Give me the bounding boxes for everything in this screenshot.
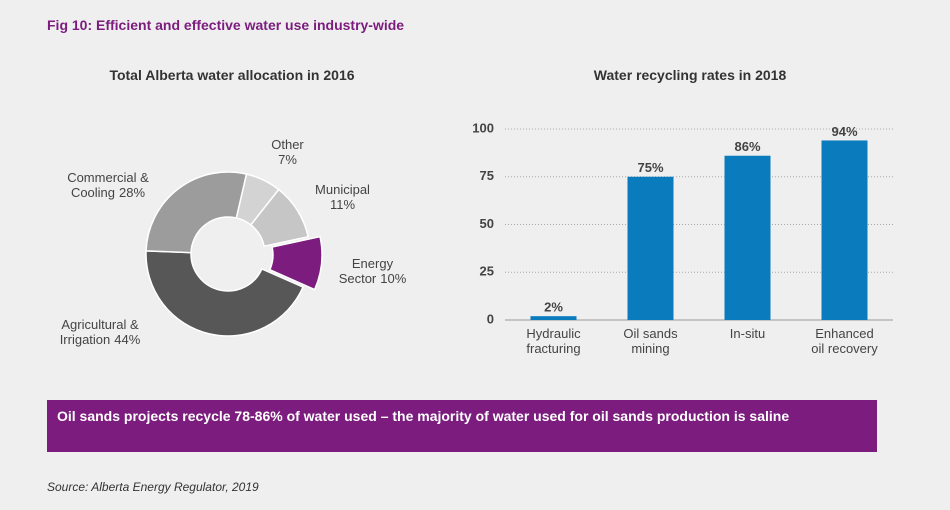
slice-label: Municipal 11% (305, 182, 380, 212)
y-tick-label: 75 (480, 168, 494, 183)
value-label: 86% (734, 139, 760, 154)
slice-value: 44% (114, 332, 141, 347)
x-tick-label: In-situ (729, 326, 766, 341)
y-tick-label: 25 (480, 264, 494, 279)
donut-title: Total Alberta water allocation in 2016 (109, 67, 355, 83)
slice-name: Commercial & Cooling (67, 170, 149, 200)
bar (627, 176, 674, 320)
y-tick-label: 100 (472, 120, 494, 135)
slice-value: 10% (380, 271, 407, 286)
x-tick-label: Hydraulic fracturing (526, 326, 581, 356)
slice-value: 28% (119, 185, 146, 200)
bar (724, 155, 771, 320)
slice-label: Other 7% (250, 137, 325, 167)
y-tick-label: 0 (487, 311, 494, 326)
donut-slice (249, 188, 310, 248)
slice-value: 11% (329, 197, 356, 212)
x-tick-label: Enhanced oil recovery (811, 326, 878, 356)
y-tick-label: 50 (480, 216, 494, 231)
slice-label: Commercial & Cooling 28% (48, 170, 168, 200)
figure-title: Fig 10: Efficient and effective water us… (47, 17, 405, 33)
donut-slice (145, 250, 305, 337)
slice-label: Energy Sector 10% (335, 256, 410, 286)
donut-slice (268, 235, 323, 291)
value-label: 2% (544, 300, 563, 315)
slice-name: Energy Sector (338, 256, 394, 286)
value-label: 94% (831, 124, 857, 139)
slice-name: Other (271, 137, 304, 152)
slice-name: Municipal (315, 182, 370, 197)
slice-value: 7% (278, 152, 297, 167)
bar (530, 316, 577, 320)
donut-slice (145, 171, 248, 254)
source: Source: Alberta Energy Regulator, 2019 (47, 480, 259, 494)
value-label: 75% (637, 160, 663, 175)
banner-text: Oil sands projects recycle 78-86% of wat… (57, 408, 790, 424)
slice-name: Agricultural & Irrigation (59, 317, 139, 347)
bar (821, 140, 868, 320)
bar-title: Water recycling rates in 2018 (593, 67, 787, 83)
x-tick-label: Oil sands mining (623, 326, 678, 356)
banner: Oil sands projects recycle 78-86% of wat… (47, 400, 877, 452)
slice-label: Agricultural & Irrigation 44% (40, 317, 160, 347)
